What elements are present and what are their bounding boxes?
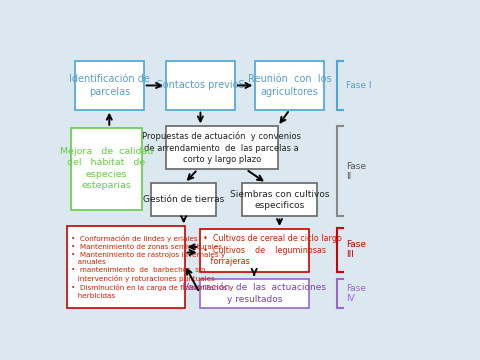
FancyBboxPatch shape <box>242 183 317 216</box>
Text: Propuestas de actuación  y convenios
de arrendamiento  de  las parcelas a
corto : Propuestas de actuación y convenios de a… <box>142 132 301 164</box>
Text: Fase
II: Fase II <box>347 162 366 181</box>
Text: •  Conformación de lindes y eriales
•  Mantenimiento de zonas seminaturales
•  M: • Conformación de lindes y eriales • Man… <box>71 235 234 299</box>
FancyBboxPatch shape <box>166 126 277 169</box>
Text: Identificación de
parcelas: Identificación de parcelas <box>69 74 150 97</box>
Text: Valoración  de  las  actuaciones
y resultados: Valoración de las actuaciones y resultad… <box>183 283 326 303</box>
Text: Siembras con cultivos
especificos: Siembras con cultivos especificos <box>230 190 329 210</box>
FancyBboxPatch shape <box>166 61 235 110</box>
Text: Contactos previoS: Contactos previoS <box>156 81 245 90</box>
Text: •  Cultivos de cereal de ciclo largo
•  Cultivos    de    leguminosas
   forraje: • Cultivos de cereal de ciclo largo • Cu… <box>203 234 342 266</box>
Text: Fase
III: Fase III <box>347 240 366 260</box>
FancyBboxPatch shape <box>200 229 309 272</box>
FancyBboxPatch shape <box>255 61 324 110</box>
FancyBboxPatch shape <box>71 128 142 210</box>
Text: Mejora   de  calidad
del   hábitat   de
especies
esteparias: Mejora de calidad del hábitat de especie… <box>60 147 153 190</box>
FancyBboxPatch shape <box>75 61 144 110</box>
Text: Fase
IV: Fase IV <box>347 284 366 303</box>
FancyBboxPatch shape <box>67 226 185 308</box>
Text: Fase I: Fase I <box>347 81 372 90</box>
Text: Reunión  con  los
agricultores: Reunión con los agricultores <box>248 74 332 97</box>
Text: Gestión de tierras: Gestión de tierras <box>143 195 224 204</box>
FancyBboxPatch shape <box>200 279 309 308</box>
FancyBboxPatch shape <box>151 183 216 216</box>
